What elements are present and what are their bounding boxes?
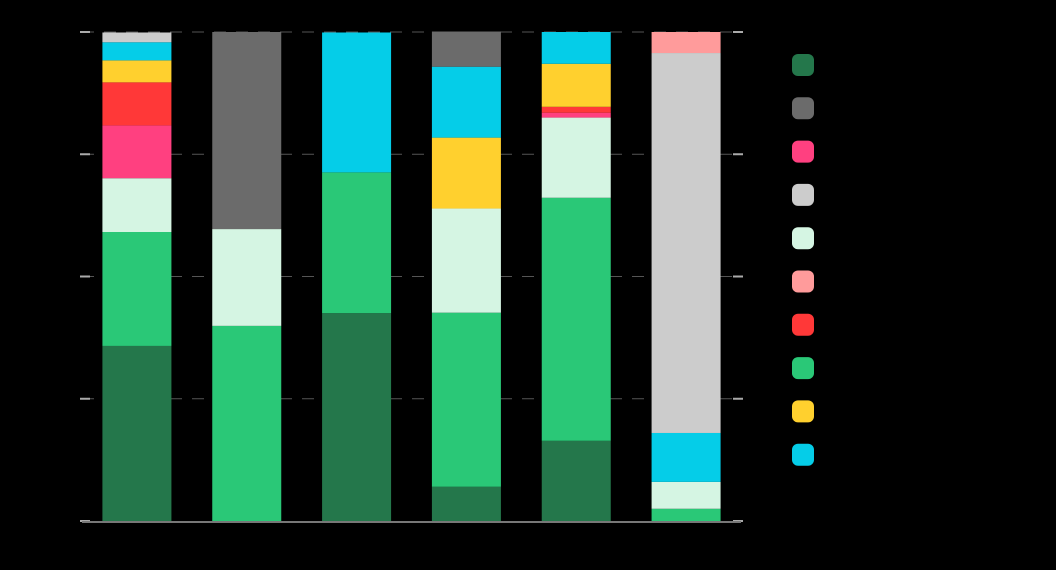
legend-swatch bbox=[792, 270, 814, 293]
bar-segment bbox=[322, 32, 392, 173]
bar-segment bbox=[541, 63, 611, 107]
bar-segment bbox=[541, 112, 611, 118]
bar-segment bbox=[102, 32, 172, 43]
bar-segment bbox=[431, 208, 501, 313]
legend-swatch bbox=[792, 313, 814, 336]
bar-segment bbox=[102, 82, 172, 126]
bars bbox=[102, 31, 721, 521]
bar-segment bbox=[541, 197, 611, 441]
axes bbox=[80, 31, 743, 523]
bar-segment bbox=[102, 42, 172, 61]
bar-segment bbox=[431, 31, 501, 67]
legend-swatch bbox=[792, 400, 814, 423]
legend-swatch bbox=[792, 227, 814, 250]
bar-segment bbox=[651, 481, 721, 509]
bar-stack bbox=[651, 32, 721, 521]
legend-swatch bbox=[792, 443, 814, 466]
bar-segment bbox=[651, 508, 721, 521]
bar-stack bbox=[322, 32, 392, 521]
bar-segment bbox=[651, 32, 721, 54]
bar-segment bbox=[322, 172, 392, 314]
bar-segment bbox=[102, 345, 172, 521]
bar-segment bbox=[322, 313, 392, 521]
bar-stack bbox=[102, 32, 172, 521]
bar-stack bbox=[431, 31, 501, 521]
bar-segment bbox=[541, 117, 611, 198]
bar-segment bbox=[651, 432, 721, 482]
legend-swatch bbox=[792, 183, 814, 206]
bar-segment bbox=[541, 440, 611, 521]
legend-swatch bbox=[792, 97, 814, 120]
bar-segment bbox=[431, 137, 501, 209]
bar-stack bbox=[212, 32, 282, 521]
gridlines bbox=[82, 31, 741, 400]
bar-segment bbox=[431, 66, 501, 138]
bar-segment bbox=[651, 53, 721, 433]
bar-segment bbox=[102, 232, 172, 346]
legend-swatch bbox=[792, 357, 814, 380]
bar-segment bbox=[212, 325, 282, 521]
legend bbox=[792, 54, 814, 466]
bar-segment bbox=[431, 312, 501, 487]
bar-segment bbox=[102, 60, 172, 83]
bar-segment bbox=[541, 32, 611, 64]
bar-segment bbox=[102, 178, 172, 233]
bar-segment bbox=[431, 486, 501, 521]
legend-swatch bbox=[792, 140, 814, 163]
bar-segment bbox=[102, 125, 172, 179]
bar-stack bbox=[541, 32, 611, 521]
bar-segment bbox=[212, 229, 282, 326]
legend-swatch bbox=[792, 54, 814, 76]
bar-segment bbox=[212, 32, 282, 230]
bar-segment bbox=[541, 106, 611, 113]
